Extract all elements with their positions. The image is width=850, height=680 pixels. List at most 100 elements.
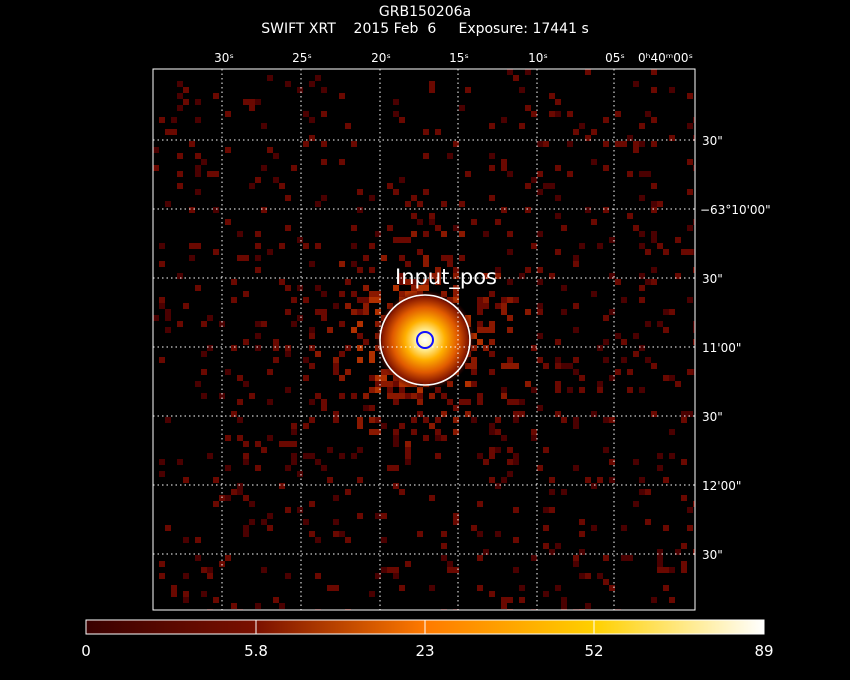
count-pixel [609,375,615,381]
count-pixel [249,501,255,507]
count-pixel [177,105,183,111]
count-pixel [285,387,291,393]
count-pixel [477,393,483,399]
count-pixel [507,597,513,603]
count-pixel [255,603,261,609]
count-pixel [309,135,315,141]
count-pixel [603,141,609,147]
count-pixel [495,219,501,225]
count-pixel [171,129,177,135]
count-pixel [309,399,315,405]
source-glow [375,290,475,390]
count-pixel [357,297,363,303]
count-pixel [663,567,669,573]
count-pixel [507,297,513,303]
count-pixel [333,357,339,363]
count-pixel [681,495,687,501]
count-pixel [267,399,273,405]
image-subtitle: SWIFT XRT 2015 Feb 6 Exposure: 17441 s [261,21,589,37]
image-title: GRB150206a [378,4,472,20]
count-pixel [333,303,339,309]
count-pixel [573,369,579,375]
count-pixel [165,315,171,321]
count-pixel [423,153,429,159]
count-pixel [411,195,417,201]
count-pixel [171,591,177,597]
count-pixel [351,243,357,249]
count-pixel [663,375,669,381]
count-pixel [555,99,561,105]
count-pixel [441,531,447,537]
count-pixel [159,357,165,363]
count-pixel [207,567,213,573]
count-pixel [153,315,159,321]
count-pixel [183,87,189,93]
count-pixel [657,555,663,561]
count-pixel [159,303,165,309]
count-pixel [459,399,465,405]
count-pixel [321,465,327,471]
count-pixel [585,69,591,75]
count-pixel [693,165,695,171]
count-pixel [351,141,357,147]
count-pixel [453,225,459,231]
count-pixel [285,345,291,351]
count-pixel [609,417,615,423]
count-pixel [687,297,693,303]
count-pixel [501,597,507,603]
count-pixel [513,453,519,459]
count-pixel [597,477,603,483]
count-pixel [597,573,603,579]
count-pixel [183,597,189,603]
count-pixel [501,309,507,315]
count-pixel [651,411,657,417]
count-pixel [393,189,399,195]
count-pixel [411,429,417,435]
count-pixel [381,423,387,429]
count-pixel [303,297,309,303]
count-pixel [513,297,519,303]
count-pixel [405,393,411,399]
count-pixel [453,141,459,147]
count-pixel [447,261,453,267]
count-pixel [201,351,207,357]
count-pixel [693,117,695,123]
count-pixel [579,519,585,525]
count-pixel [513,537,519,543]
count-pixel [483,345,489,351]
count-pixel [177,153,183,159]
count-pixel [465,399,471,405]
count-pixel [285,81,291,87]
count-pixel [633,81,639,87]
count-pixel [615,111,621,117]
count-pixel [657,561,663,567]
count-pixel [249,393,255,399]
count-pixel [693,501,695,507]
count-pixel [333,495,339,501]
count-pixel [357,357,363,363]
count-pixel [369,267,375,273]
count-pixel [243,525,249,531]
count-pixel [285,351,291,357]
count-pixel [357,513,363,519]
count-pixel [441,435,447,441]
count-pixel [627,135,633,141]
count-pixel [591,483,597,489]
count-pixel [309,417,315,423]
count-pixel [471,363,477,369]
count-pixel [417,201,423,207]
count-pixel [435,273,441,279]
count-pixel [417,219,423,225]
count-pixel [603,339,609,345]
count-pixel [561,417,567,423]
count-pixel [483,327,489,333]
count-pixel [639,243,645,249]
count-pixel [321,195,327,201]
count-pixel [441,555,447,561]
dec-tick-label: 30" [702,134,723,148]
count-pixel [573,255,579,261]
count-pixel [609,459,615,465]
count-pixel [255,321,261,327]
count-pixel [525,267,531,273]
count-pixel [285,465,291,471]
